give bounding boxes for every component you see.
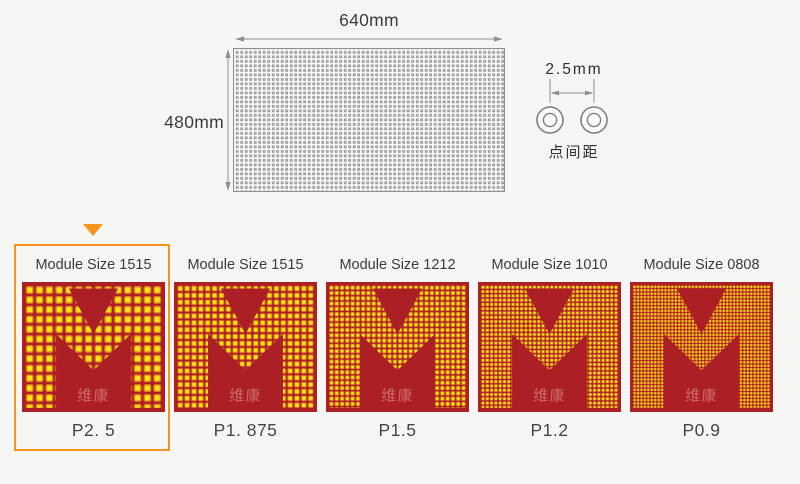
led-dot-grid xyxy=(234,49,504,191)
height-dimension-arrow xyxy=(225,49,231,191)
module-card[interactable]: Module Size 1010 维康 P1.2 xyxy=(478,0,621,484)
pixel-pitch-label: P1.5 xyxy=(378,420,417,440)
led-module-image: 维康 xyxy=(478,282,621,412)
brand-watermark: 维康 xyxy=(77,387,109,404)
module-card[interactable]: Module Size 0808 维康 P0.9 xyxy=(630,0,773,484)
brand-watermark: 维康 xyxy=(229,387,261,404)
brand-watermark: 维康 xyxy=(533,387,565,404)
pixel-pitch-label: P1.2 xyxy=(530,420,569,440)
pixel-pitch-label: P0.9 xyxy=(682,420,721,440)
cabinet-height-label: 480mm xyxy=(164,112,224,132)
selected-module-highlight-box xyxy=(14,244,170,451)
brand-watermark: 维康 xyxy=(685,387,717,404)
pixel-pitch-caption: 点间距 xyxy=(548,144,600,161)
module-card[interactable]: Module Size 1515 维康 P2. 5 xyxy=(22,0,165,484)
pixel-pitch-label: P2. 5 xyxy=(71,420,116,440)
led-lamp-icon xyxy=(536,106,564,134)
module-size-label: Module Size 1010 xyxy=(491,257,608,273)
module-size-label: Module Size 1515 xyxy=(35,257,152,273)
module-size-label: Module Size 1212 xyxy=(339,257,456,273)
pixel-pitch-diagram xyxy=(536,79,608,134)
width-dimension-arrow xyxy=(235,36,503,42)
cabinet-width-label: 640mm xyxy=(339,10,399,30)
arrowhead-right-icon xyxy=(585,90,594,96)
module-size-label: Module Size 1515 xyxy=(187,257,304,273)
led-module-image: 维康 xyxy=(326,282,469,412)
led-module-image: 维康 xyxy=(630,282,773,412)
led-module-image: 维康 xyxy=(174,282,317,412)
led-module-image: 维康 xyxy=(22,282,165,412)
arrowhead-up-icon xyxy=(225,49,231,58)
pixel-pitch-label: P1. 875 xyxy=(213,420,278,440)
brand-watermark: 维康 xyxy=(381,387,413,404)
module-card[interactable]: Module Size 1515 维康 P1. 875 xyxy=(174,0,317,484)
led-cabinet-front-view xyxy=(233,48,505,192)
arrowhead-left-icon xyxy=(550,90,559,96)
module-card[interactable]: Module Size 1212 维康 P1.5 xyxy=(326,0,469,484)
arrowhead-right-icon xyxy=(494,36,503,42)
pixel-pitch-value-label: 2.5mm xyxy=(545,61,603,78)
selected-module-pointer-icon xyxy=(83,224,103,236)
arrowhead-left-icon xyxy=(235,36,244,42)
module-size-label: Module Size 0808 xyxy=(643,257,760,273)
led-lamp-icon xyxy=(580,106,608,134)
arrowhead-down-icon xyxy=(225,182,231,191)
